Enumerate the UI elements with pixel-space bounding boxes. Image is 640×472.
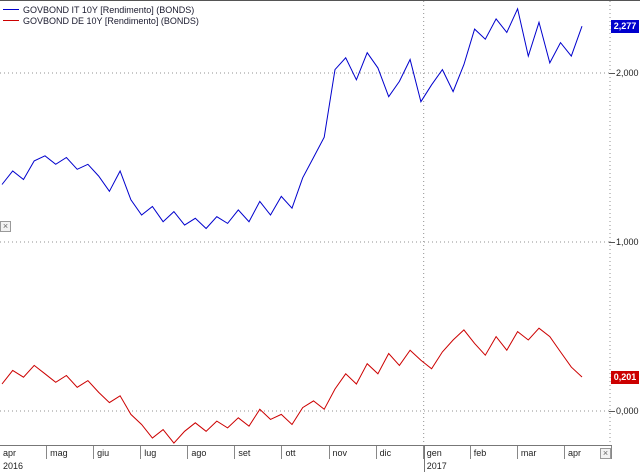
x-axis-month-label: nov [330, 446, 377, 459]
x-axis-years: 2016 2017 [0, 459, 640, 472]
x-axis-month-label: apr [0, 446, 48, 459]
x-axis-month-label: giu [94, 446, 142, 459]
year-boundary-tick [424, 445, 425, 472]
x-axis-month-label: mar [518, 446, 565, 459]
legend: GOVBOND IT 10Y [Rendimento] (BONDS) GOVB… [3, 4, 199, 26]
x-axis-year-label: 2017 [426, 461, 447, 471]
x-axis-month-label: apr [565, 446, 613, 459]
y-axis-label: 2,000 [616, 68, 639, 78]
x-axis-year-label: 2016 [3, 461, 24, 471]
close-icon[interactable]: × [0, 221, 11, 232]
close-icon[interactable]: × [600, 448, 611, 459]
series-line-marker-icon [3, 9, 19, 10]
legend-label: GOVBOND IT 10Y [Rendimento] (BONDS) [23, 4, 195, 15]
y-axis-label: 0,000 [616, 406, 639, 416]
series-line-marker-icon [3, 20, 19, 21]
y-axis-tick [609, 411, 615, 412]
x-axis-months: apr mag giu lug ago set ott nov dic gen feb mar apr [0, 445, 613, 459]
legend-label: GOVBOND DE 10Y [Rendimento] (BONDS) [23, 15, 199, 26]
x-axis-month-label: set [235, 446, 283, 459]
x-axis-month-label: gen [424, 446, 471, 459]
x-axis-month-label: dic [377, 446, 424, 459]
legend-item-govbond-de-10y[interactable]: GOVBOND DE 10Y [Rendimento] (BONDS) [3, 15, 199, 26]
y-axis-label: 1,000 [616, 237, 639, 247]
legend-item-govbond-it-10y[interactable]: GOVBOND IT 10Y [Rendimento] (BONDS) [3, 4, 199, 15]
x-axis-month-label: feb [471, 446, 518, 459]
last-price-badge-de: 0,201 [611, 371, 639, 384]
y-axis-tick [609, 73, 615, 74]
y-axis-tick [609, 242, 615, 243]
x-axis-month-label: mag [47, 446, 95, 459]
last-price-badge-it: 2,277 [611, 20, 639, 33]
x-axis-month-label: ago [188, 446, 236, 459]
x-axis-month-label: lug [141, 446, 189, 459]
plot-area[interactable] [0, 1, 640, 445]
x-axis-month-label: ott [282, 446, 330, 459]
